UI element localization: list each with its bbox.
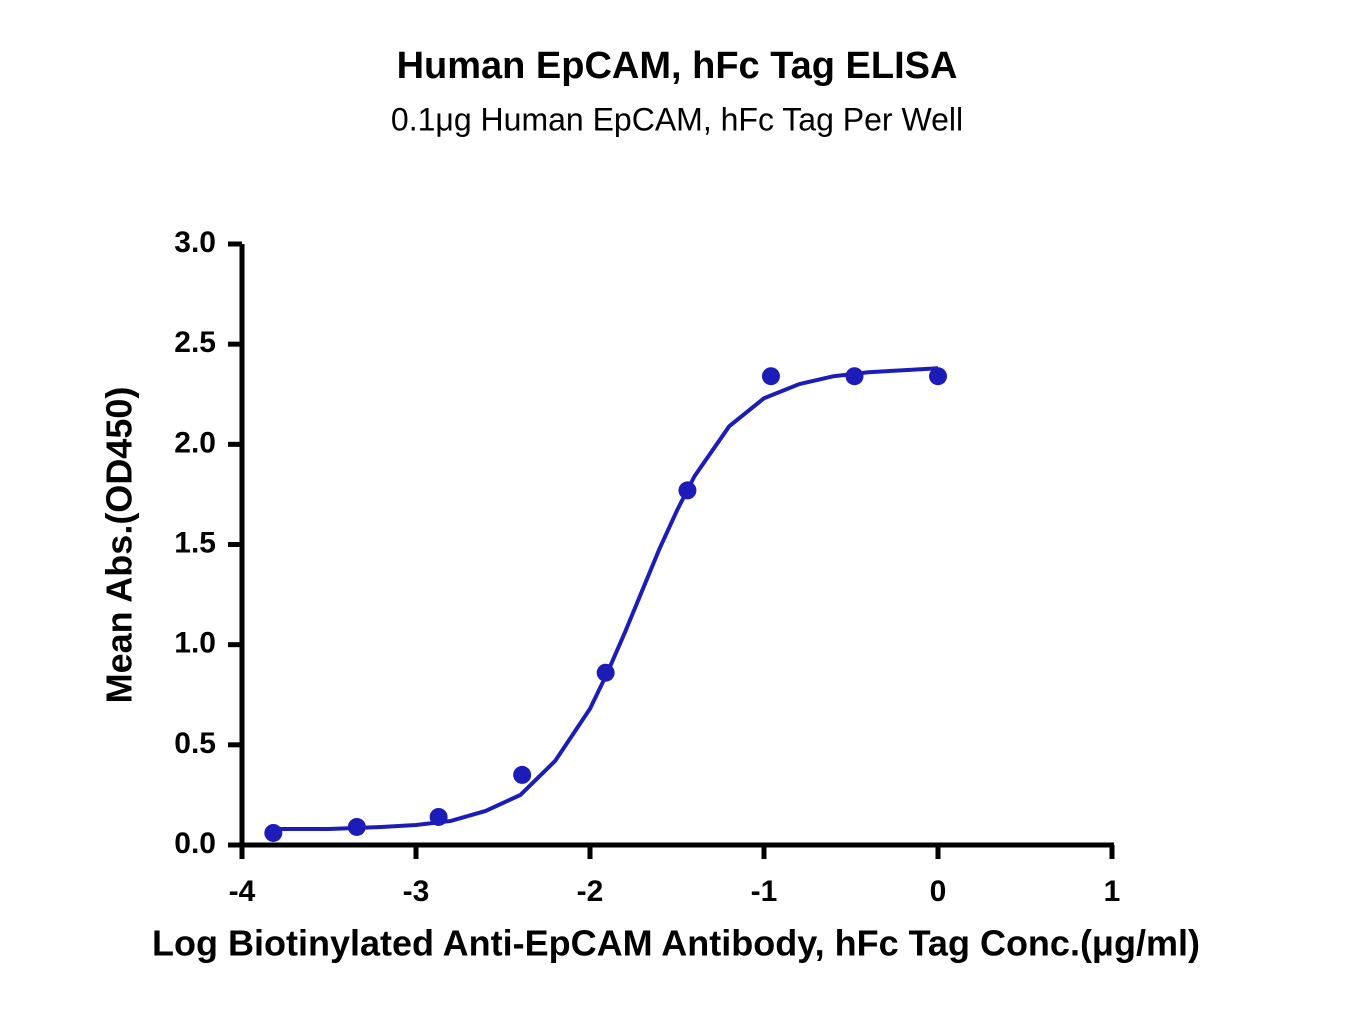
y-tick-label: 0.5 bbox=[174, 727, 216, 760]
x-tick-label: -1 bbox=[751, 875, 778, 908]
data-point bbox=[929, 367, 947, 386]
y-tick-label: 1.5 bbox=[174, 526, 216, 559]
x-axis-label: Log Biotinylated Anti-EpCAM Antibody, hF… bbox=[152, 923, 1200, 964]
chart-subtitle: 0.1μg Human EpCAM, hFc Tag Per Well bbox=[391, 101, 963, 137]
data-point bbox=[761, 367, 780, 386]
x-tick-label: -3 bbox=[403, 875, 430, 908]
y-tick-label: 2.5 bbox=[174, 326, 216, 359]
x-tick-label: 1 bbox=[1104, 875, 1121, 908]
fit-curve bbox=[273, 366, 939, 831]
y-axis-label: Mean Abs.(OD450) bbox=[99, 387, 140, 704]
x-tick-label: -2 bbox=[577, 875, 604, 908]
x-tick-label: 0 bbox=[930, 875, 947, 908]
x-tick-label: -4 bbox=[229, 875, 256, 908]
data-point bbox=[264, 823, 283, 842]
y-tick-label: 2.0 bbox=[174, 426, 216, 459]
data-point bbox=[513, 765, 532, 784]
y-tick-label: 3.0 bbox=[174, 226, 216, 259]
chart-title: Human EpCAM, hFc Tag ELISA bbox=[397, 45, 958, 87]
y-tick-label: 1.0 bbox=[174, 627, 216, 660]
y-tick-label: 0.0 bbox=[174, 827, 216, 860]
